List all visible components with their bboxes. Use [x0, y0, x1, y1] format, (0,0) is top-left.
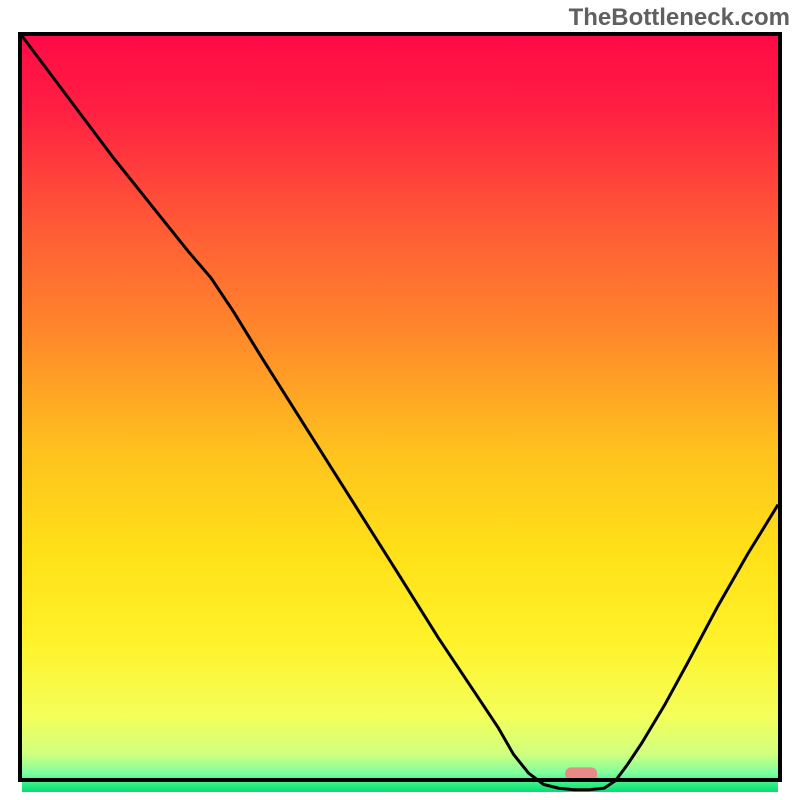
chart-frame [18, 32, 782, 782]
frame-rect [20, 34, 780, 780]
watermark-text: TheBottleneck.com [569, 4, 790, 32]
